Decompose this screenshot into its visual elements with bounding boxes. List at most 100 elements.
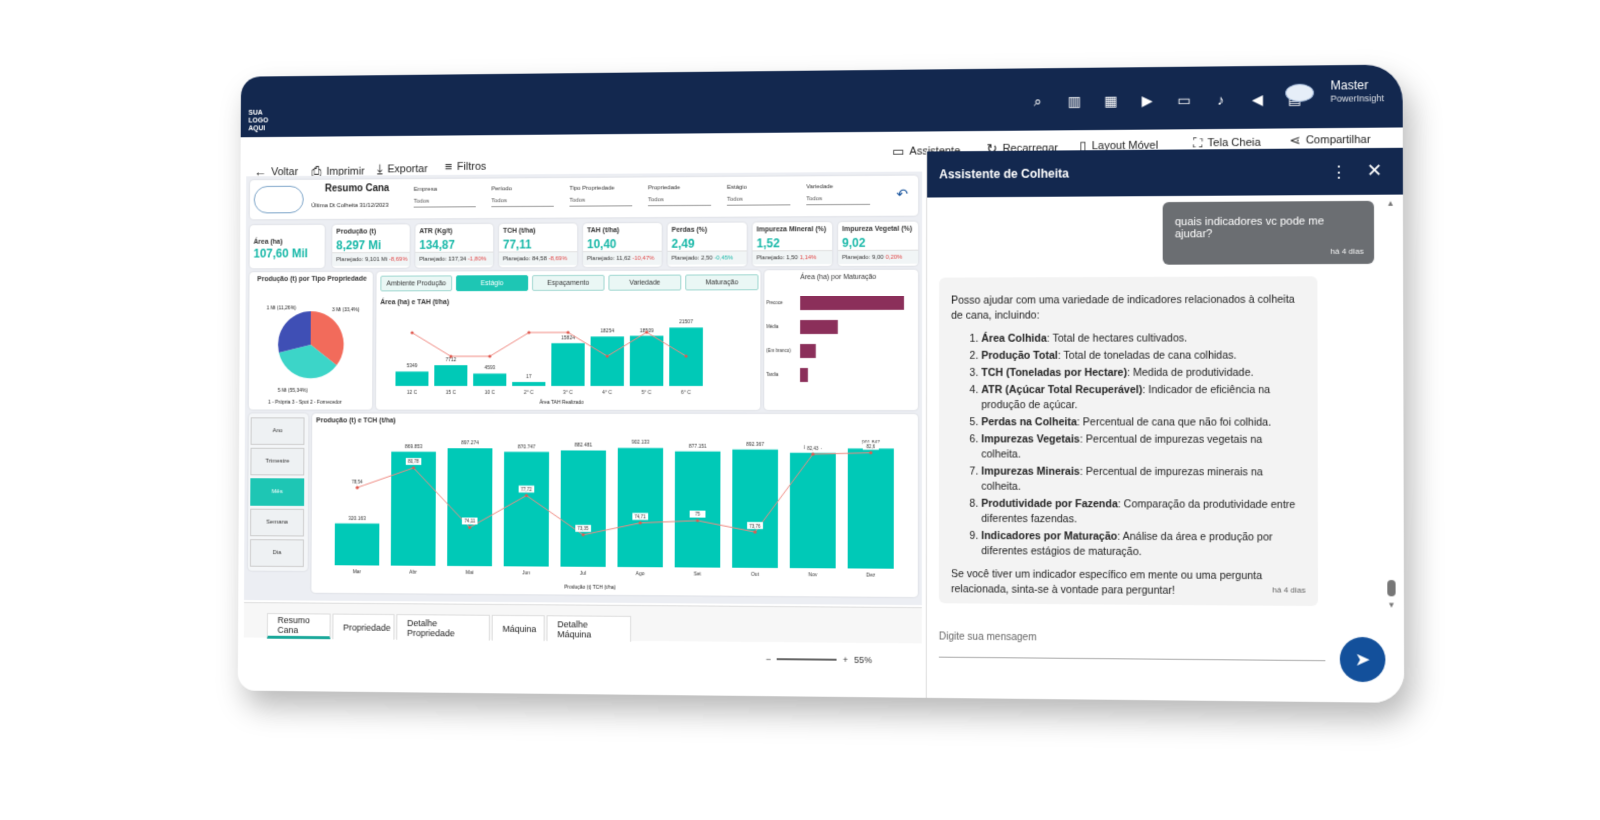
filter-0[interactable]: Empresa Todos — [414, 187, 476, 208]
combo2-bar[interactable] — [617, 448, 663, 567]
combo2-point[interactable] — [753, 530, 756, 533]
search-icon[interactable]: ⌕ — [1029, 92, 1047, 110]
combo2-bar[interactable] — [447, 448, 492, 566]
indicator-item: TCH (Toneladas por Hectare): Medida de p… — [981, 366, 1305, 381]
combo1-point[interactable] — [488, 355, 491, 358]
combo2-point[interactable] — [356, 486, 359, 489]
undo-icon[interactable]: ↶ — [896, 186, 908, 203]
combo2-bar[interactable] — [504, 452, 549, 567]
filters-label: Filtros — [457, 160, 486, 172]
filter-1[interactable]: Período Todos — [491, 186, 554, 207]
filter-select[interactable]: Todos — [648, 197, 711, 206]
combo1-bar[interactable] — [473, 374, 506, 386]
combo2-bar[interactable] — [335, 523, 380, 565]
combo2-point[interactable] — [525, 494, 528, 497]
segment-4[interactable]: Dia — [250, 539, 304, 567]
share-button[interactable]: ⋖ Compartilhar — [1289, 132, 1370, 149]
filter-3[interactable]: Propriedade Todos — [648, 185, 711, 206]
page-tab-4[interactable]: Detalhe Máquina — [547, 615, 632, 642]
filter-select[interactable]: Todos — [727, 196, 790, 205]
hbar-bar[interactable] — [800, 296, 904, 310]
combo1-point[interactable] — [645, 331, 648, 334]
share-label: Compartilhar — [1306, 134, 1371, 147]
avatar[interactable] — [1285, 84, 1314, 102]
combo2-point[interactable] — [869, 451, 872, 454]
combo2-bar[interactable] — [732, 449, 778, 568]
pie-chart — [249, 272, 373, 410]
send-button[interactable]: ➤ — [1340, 637, 1386, 682]
segment-2[interactable]: Mês — [250, 478, 304, 506]
video-icon[interactable]: ▶ — [1138, 91, 1156, 109]
combo2-bar[interactable] — [675, 451, 721, 567]
combo1-bar[interactable] — [590, 337, 624, 386]
segment-0[interactable]: Ano — [251, 417, 305, 445]
filter-select[interactable]: Todos — [806, 196, 870, 205]
filter-4[interactable]: Estágio Todos — [727, 184, 790, 205]
combo1-point[interactable] — [684, 355, 687, 358]
report-title: Resumo Cana — [325, 183, 389, 194]
hbar-bar[interactable] — [800, 368, 808, 382]
filters-button[interactable]: ≡ Filtros — [445, 159, 486, 174]
filter-select[interactable]: Todos — [491, 198, 553, 207]
zoom-in-icon[interactable]: + — [843, 655, 848, 665]
bot-intro: Posso ajudar com uma variedade de indica… — [951, 293, 1305, 324]
more-icon[interactable]: ⋮ — [1331, 162, 1348, 182]
filter-select[interactable]: Todos — [569, 197, 632, 206]
combo2-point[interactable] — [696, 519, 699, 522]
message-input[interactable]: Digite sua mensagem — [939, 623, 1325, 661]
zoom-slider[interactable] — [777, 658, 837, 661]
kpi-value: 9,02 — [842, 236, 865, 250]
combo2-point[interactable] — [582, 533, 585, 536]
combo1-bar[interactable] — [434, 365, 467, 386]
bell-icon[interactable]: ♪ — [1212, 91, 1230, 109]
page-tab-1[interactable]: Propriedade — [332, 614, 394, 640]
kpi-plan-text: Planejado: 137,34 — [419, 257, 468, 263]
user-info[interactable]: Master PowerInsight — [1330, 79, 1384, 106]
page-tab-0[interactable]: Resumo Cana — [267, 613, 331, 639]
scroll-down-icon[interactable]: ▼ — [1387, 600, 1395, 609]
chat-icon[interactable]: ▭ — [1175, 91, 1193, 109]
filter-select[interactable]: Todos — [414, 198, 476, 207]
combo1-bar[interactable] — [551, 343, 584, 386]
combo1-bar[interactable] — [512, 382, 545, 386]
combo1-point[interactable] — [606, 355, 609, 358]
megaphone-icon[interactable]: ◀ — [1248, 90, 1266, 108]
user-message-time: há 4 dias — [1330, 247, 1364, 256]
combo2-chart: Mar320.163Abr869.853Mai897.274Jun870.747… — [311, 413, 918, 597]
chat-scrollbar[interactable]: ▲ ▼ — [1386, 199, 1395, 611]
hbar-bar[interactable] — [800, 320, 838, 334]
page-tab-3[interactable]: Máquina — [492, 615, 545, 641]
combo2-point[interactable] — [811, 453, 814, 456]
combo2-point-label: 80,78 — [408, 459, 419, 464]
zoom-control[interactable]: − + 55% — [766, 654, 872, 665]
top-bar: SUA LOGO AQUI ⌕ ▥ ▦ ▶ ▭ ♪ ◀ ▤ Master Pow… — [241, 64, 1403, 137]
segment-3[interactable]: Semana — [250, 509, 304, 537]
combo1-point[interactable] — [449, 355, 452, 358]
logo-cloud-icon — [254, 186, 304, 214]
page-tab-2[interactable]: Detalhe Propriedade — [396, 614, 490, 641]
combo1-point[interactable] — [527, 331, 530, 334]
combo1-point[interactable] — [567, 331, 570, 334]
chart-icon[interactable]: ▥ — [1065, 92, 1083, 110]
combo1-bar[interactable] — [395, 372, 428, 386]
combo1-point[interactable] — [411, 331, 414, 334]
combo2-point[interactable] — [412, 466, 415, 469]
scroll-thumb[interactable] — [1387, 580, 1395, 596]
hbar-bar[interactable] — [800, 344, 816, 358]
dashboard-icon[interactable]: ▦ — [1102, 92, 1120, 110]
scroll-up-icon[interactable]: ▲ — [1386, 199, 1394, 208]
indicator-item: ATR (Açúcar Total Recuperável): Indicado… — [981, 383, 1305, 414]
combo2-bar[interactable] — [848, 448, 894, 568]
combo1-legend: Área TAH Realizado — [539, 400, 583, 406]
kpi-value: 1,52 — [757, 236, 780, 250]
combo2-point[interactable] — [468, 526, 471, 529]
filter-5[interactable]: Variedade Todos — [806, 184, 870, 205]
zoom-out-icon[interactable]: − — [766, 654, 771, 664]
close-icon[interactable]: ✕ — [1367, 160, 1383, 181]
combo2-bar[interactable] — [790, 453, 836, 569]
combo1-bar[interactable] — [630, 336, 664, 386]
combo2-bar[interactable] — [560, 450, 606, 567]
combo2-point[interactable] — [639, 521, 642, 524]
filter-2[interactable]: Tipo Propriedade Todos — [569, 185, 632, 206]
segment-1[interactable]: Trimestre — [250, 448, 304, 476]
